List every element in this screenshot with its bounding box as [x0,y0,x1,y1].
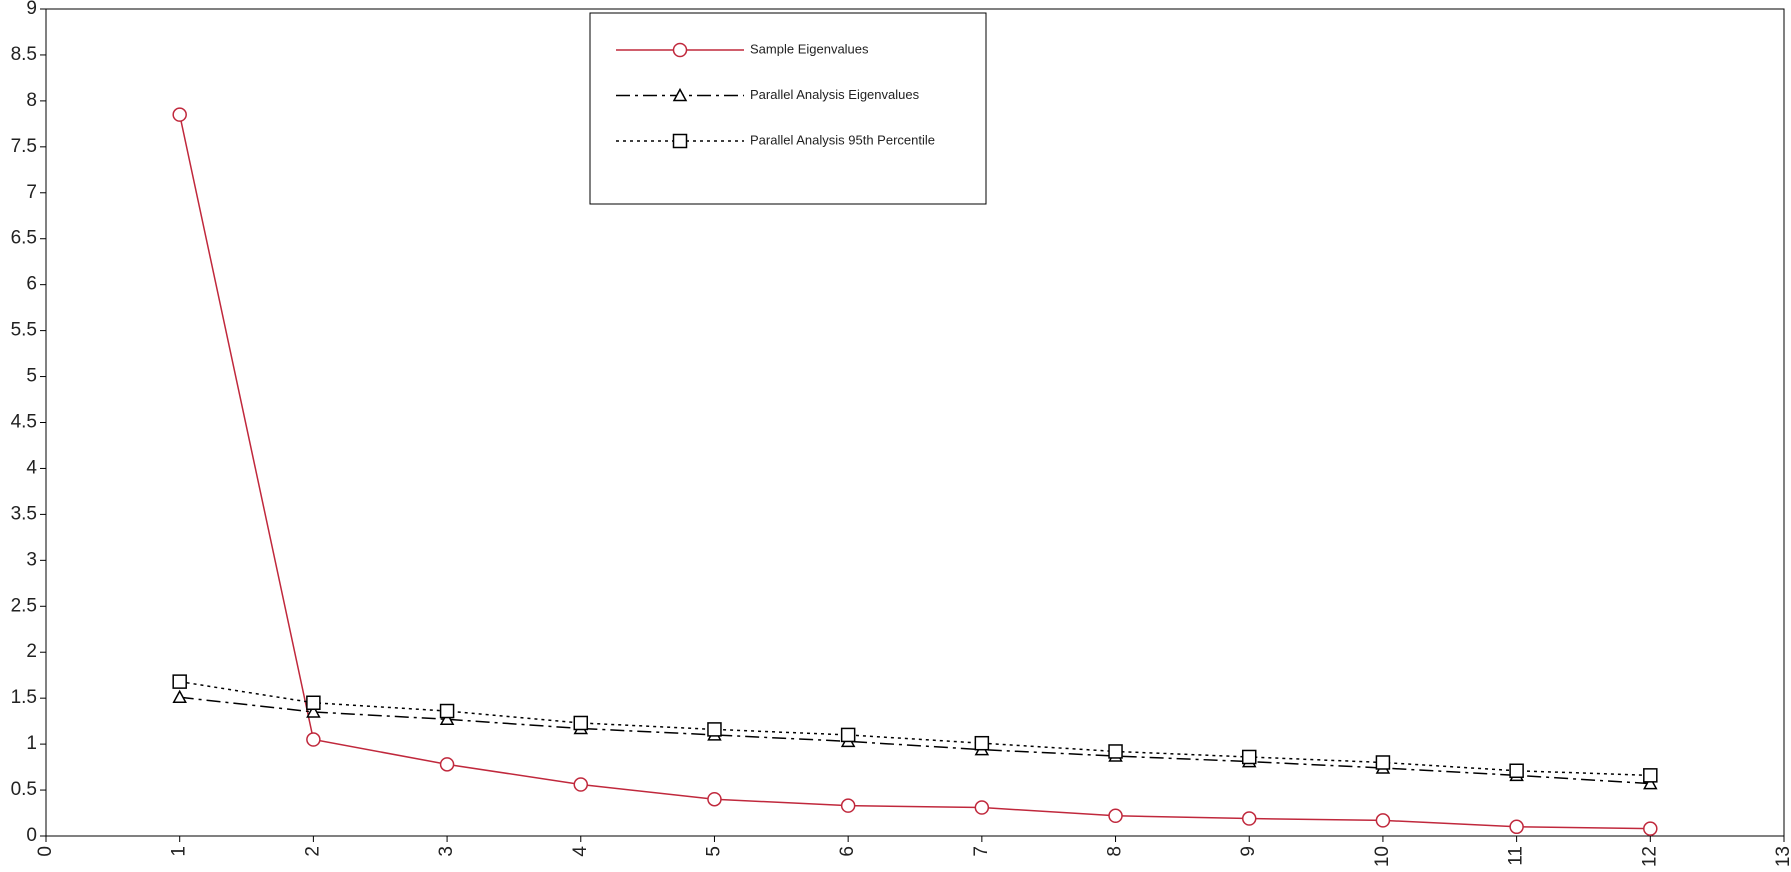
point [306,695,321,711]
point [573,715,589,731]
point [1108,744,1123,759]
x-tick-label: 11 [1506,846,1527,866]
point [172,689,187,703]
point [1241,811,1257,826]
point [1509,819,1524,835]
y-tick-label: 2 [26,641,37,662]
x-tick-label: 8 [1105,846,1126,857]
y-tick-label: 9 [26,0,37,19]
legend-marker [672,87,688,102]
y-tick-label: 3.5 [11,503,37,524]
y-tick-label: 1.5 [11,687,37,708]
x-tick-label: 10 [1372,846,1393,867]
point [1108,808,1123,824]
x-tick-label: 2 [302,846,323,857]
y-tick-label: 5 [26,366,37,387]
point [439,703,455,719]
legend-label: Sample Eigenvalues [750,41,869,56]
y-tick-label: 4.5 [11,412,37,433]
point [1375,755,1391,770]
point [1375,813,1391,828]
legend-marker [672,42,688,58]
point [306,732,321,747]
x-tick-label: 9 [1238,846,1259,857]
point [707,791,722,807]
point [840,727,856,743]
y-tick-label: 8.5 [11,44,37,65]
x-tick-label: 0 [35,846,56,857]
point [306,704,321,718]
series-line [178,114,1651,830]
y-tick-label: 8 [26,90,37,111]
legend-label: Parallel Analysis 95th Percentile [750,132,935,147]
legend-label: Parallel Analysis Eigenvalues [750,87,920,102]
y-tick-label: 6 [26,274,37,295]
y-tick-label: 7.5 [11,136,37,157]
point [974,735,990,751]
point [1509,763,1524,779]
point [1643,821,1658,836]
point [172,674,187,689]
point [840,798,856,813]
y-tick-label: 0 [26,825,37,846]
x-tick-label: 13 [1773,846,1791,867]
legend-marker [672,133,688,149]
y-tick-label: 6.5 [11,228,37,249]
point [1643,776,1658,790]
x-tick-label: 6 [837,846,858,857]
series-line [179,680,1651,777]
legend: Sample Eigenvalues Parallel Analysis Eige… [589,12,987,205]
point [707,722,722,737]
x-tick-label: 12 [1639,846,1660,867]
y-tick-label: 7 [26,182,37,203]
x-tick-label: 7 [971,846,992,857]
x-tick-label: 1 [169,846,190,857]
legend-box [589,12,987,205]
point [439,711,455,726]
point [1241,749,1257,765]
y-tick-label: 1 [26,733,37,754]
x-tick-label: 4 [570,846,591,857]
x-tick-label: 5 [703,846,724,857]
y-tick-label: 5.5 [11,320,37,341]
y-tick-label: 0.5 [11,779,37,800]
point [172,107,187,122]
point [573,777,589,792]
y-tick-label: 3 [26,549,37,570]
y-tick-label: 2.5 [11,595,37,616]
y-tick-label: 4 [26,457,37,478]
point [1643,768,1658,783]
point [974,800,990,815]
x-tick-label: 3 [436,846,457,857]
point [439,757,455,772]
series-line [179,696,1651,785]
